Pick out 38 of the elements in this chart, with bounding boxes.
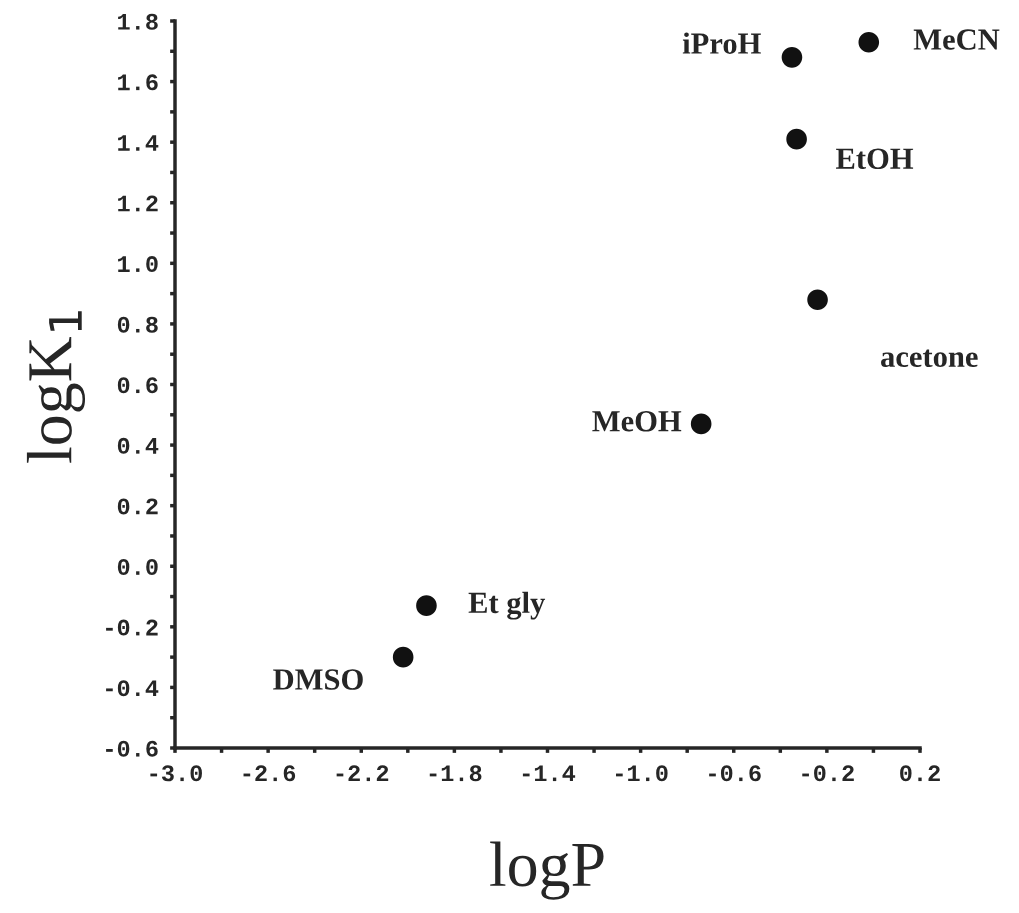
point (781, 47, 803, 68)
annotation: iProH (682, 32, 761, 54)
y-tick-label: 0.8 (117, 316, 158, 333)
y-axis-title: logK$_{1}$ (26, 311, 86, 463)
y-tick-label: 1.2 (118, 195, 158, 212)
y-tick-label: -0.6 (106, 740, 158, 757)
annotation: EtOH (836, 148, 914, 170)
x-axis-title: logP (490, 841, 604, 900)
x-tick-label: -1.4 (522, 765, 576, 782)
y-tick-label: 1.6 (118, 74, 158, 91)
y-tick-label: -0.2 (106, 619, 158, 636)
y-tick-label: -0.4 (106, 680, 159, 697)
y-tick-label: 0.2 (117, 498, 158, 515)
x-tick-label: -1.0 (616, 765, 668, 782)
point (690, 413, 712, 435)
point (786, 128, 807, 150)
y-tick-label: 0.4 (117, 437, 159, 454)
y-tick-label: 0.0 (117, 559, 158, 576)
point (416, 595, 437, 616)
y-tick-label: 1.8 (118, 13, 158, 30)
y-tick-label: 1.0 (118, 256, 158, 273)
annotation: acetone (881, 349, 978, 368)
annotation: MeOH (592, 410, 682, 432)
annotation: DMSO (273, 669, 363, 690)
x-tick-label: -0.2 (802, 765, 854, 782)
annotation: Et gly (468, 591, 546, 620)
point (807, 289, 828, 310)
y-tick-label: 0.6 (117, 377, 158, 394)
x-tick-label: -0.6 (709, 765, 761, 782)
x-tick-label: -2.2 (336, 765, 389, 782)
point (858, 31, 880, 53)
x-tick-label: -3.0 (150, 765, 202, 782)
y-tick-label: 1.4 (118, 135, 159, 151)
point (392, 646, 414, 668)
x-tick-label: -1.8 (429, 765, 482, 782)
x-tick-label: -2.6 (243, 765, 296, 782)
x-tick-label: 0.2 (900, 765, 940, 782)
annotation: MeCN (913, 29, 1000, 50)
